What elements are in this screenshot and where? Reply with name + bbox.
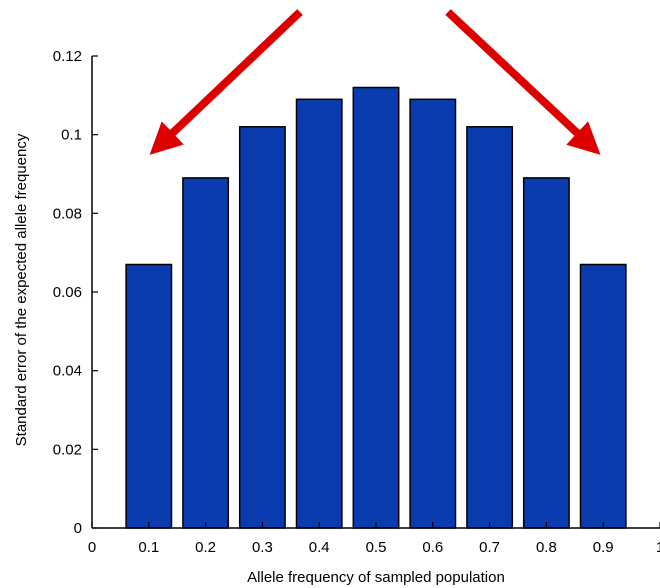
x-tick-label: 1 [656, 539, 660, 556]
bar-0.8 [522, 177, 570, 529]
y-tick-label: 0.06 [53, 284, 82, 301]
y-tick-label: 0.12 [53, 48, 82, 65]
bar-0.4 [295, 98, 343, 529]
x-tick-label: 0.7 [479, 539, 500, 556]
arrow-down-left-icon [149, 9, 303, 155]
x-tick-label: 0.4 [309, 539, 330, 556]
y-tick-label: 0.02 [53, 441, 82, 458]
y-tick-label: 0 [74, 520, 82, 537]
bars-group [125, 86, 627, 529]
y-axis-title: Standard error of the expected allele fr… [13, 133, 30, 446]
x-tick-label: 0 [88, 539, 96, 556]
y-tick-label: 0.08 [53, 205, 82, 222]
ticks-group: 0 0.02 0.04 0.06 0.08 0.1 0.12 0 0.1 0.2 0.3 0.4 0.5… [53, 48, 660, 556]
bar-0.2 [182, 177, 230, 529]
y-tick-label: 0.1 [61, 127, 82, 144]
x-tick-label: 0.1 [138, 539, 159, 556]
bar-0.7 [466, 126, 514, 529]
x-tick-label: 0.3 [252, 539, 273, 556]
bar-0.3 [238, 126, 286, 529]
bar-0.6 [409, 98, 457, 529]
bar-0.9 [579, 263, 627, 529]
bar-0.5 [352, 86, 400, 529]
x-axis-title: Allele frequency of sampled population [247, 569, 505, 586]
bar-0.1 [125, 263, 173, 529]
y-tick-label: 0.04 [53, 363, 82, 380]
x-tick-label: 0.2 [195, 539, 216, 556]
x-tick-label: 0.8 [536, 539, 557, 556]
arrow-down-right-icon [445, 9, 601, 155]
x-tick-label: 0.5 [366, 539, 387, 556]
x-tick-label: 0.9 [593, 539, 614, 556]
x-tick-label: 0.6 [422, 539, 443, 556]
annotation-arrows [149, 9, 601, 155]
